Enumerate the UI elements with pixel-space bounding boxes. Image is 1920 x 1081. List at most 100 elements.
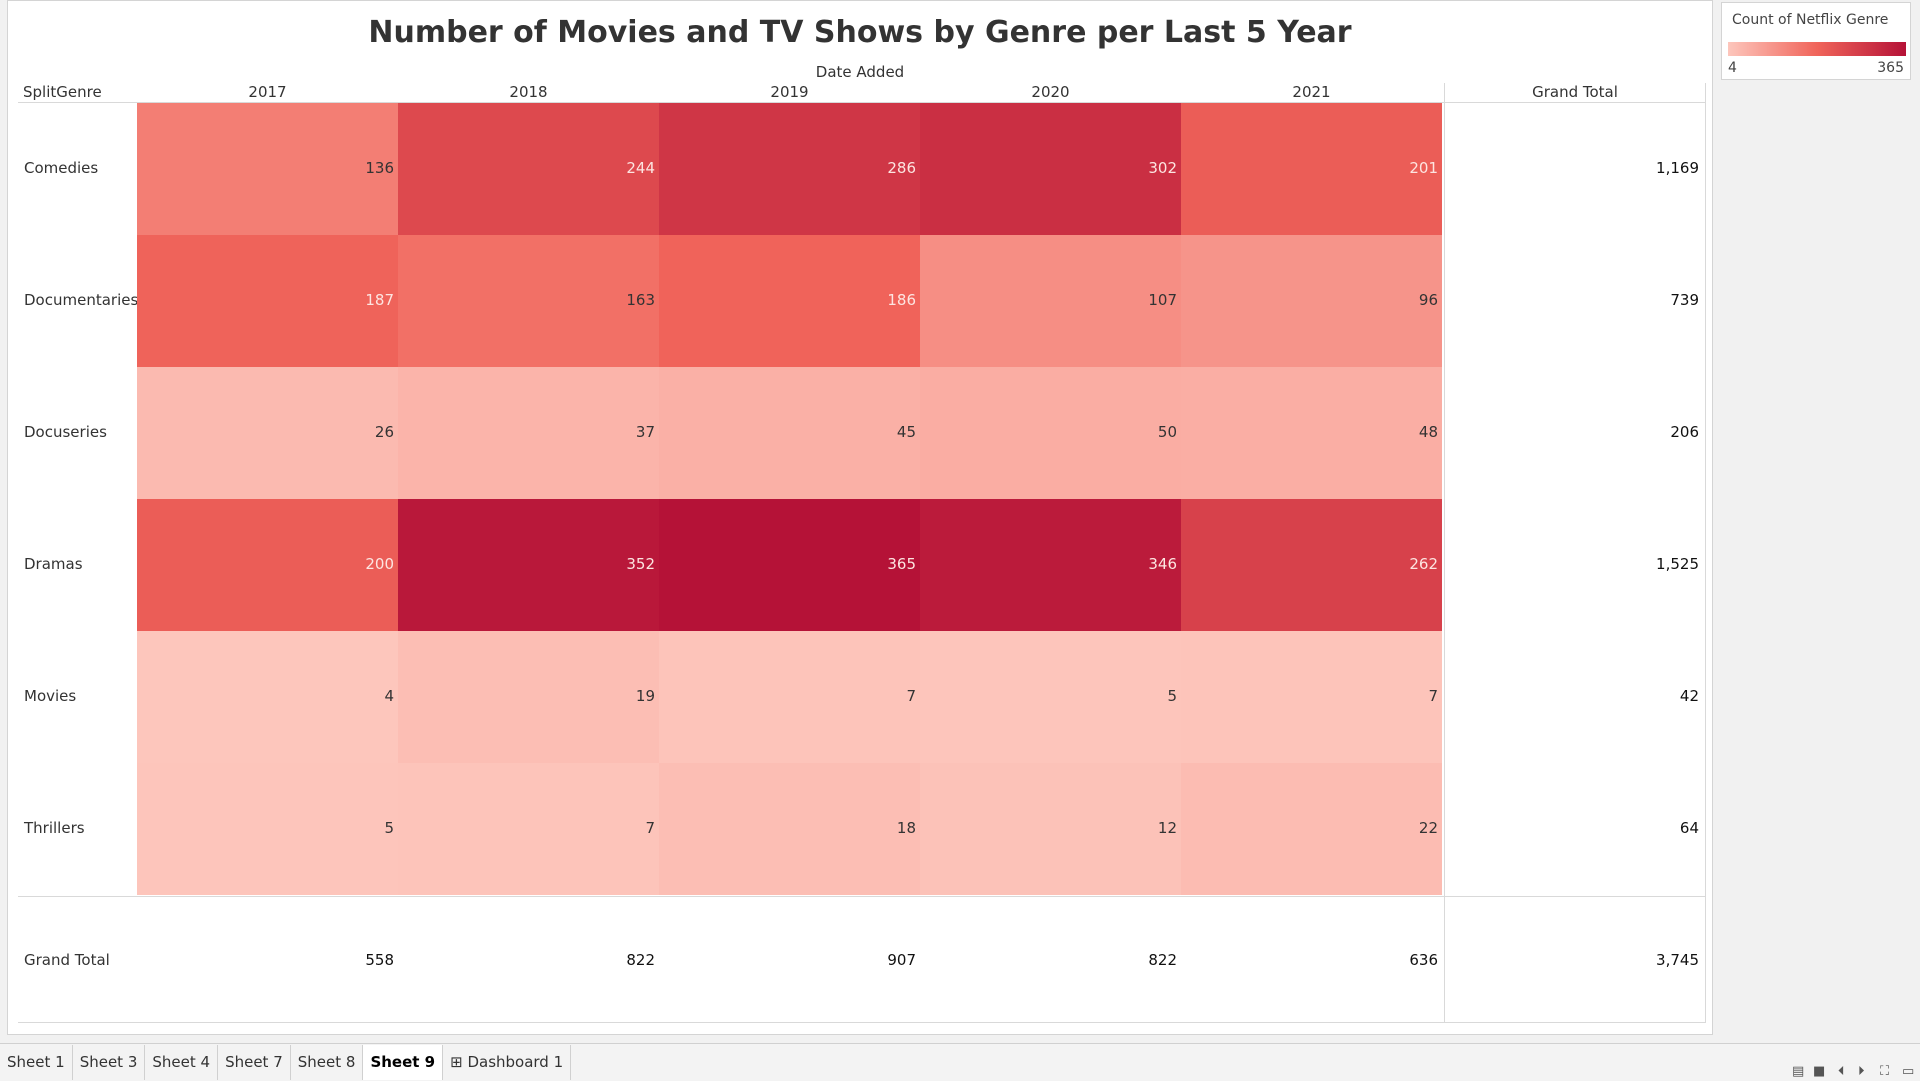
- heatmap-cell[interactable]: 262: [1181, 499, 1442, 631]
- cell-value-label: 302: [1148, 159, 1177, 177]
- row-total: 1,525: [1656, 555, 1699, 573]
- grand-total-row-label: Grand Total: [24, 951, 110, 969]
- legend-min-label: 4: [1728, 60, 1737, 76]
- row-label: Comedies: [24, 159, 99, 177]
- tab-label: Sheet 7: [225, 1053, 283, 1071]
- heatmap-cell[interactable]: 12: [920, 763, 1181, 895]
- row-label: Movies: [24, 687, 77, 705]
- heatmap-cell[interactable]: 352: [398, 499, 659, 631]
- heatmap-cell[interactable]: 45: [659, 367, 920, 499]
- cell-value-label: 4: [384, 687, 394, 705]
- cell-value-label: 7: [906, 687, 916, 705]
- heatmap-cell[interactable]: 19: [398, 631, 659, 763]
- cell-value-label: 262: [1409, 555, 1438, 573]
- cell-value-label: 5: [384, 819, 394, 837]
- column-total: 822: [626, 951, 655, 969]
- heatmap-cell[interactable]: 7: [659, 631, 920, 763]
- tab-label: Sheet 1: [7, 1053, 65, 1071]
- heatmap-cell[interactable]: 200: [137, 499, 398, 631]
- heatmap-cell[interactable]: 7: [398, 763, 659, 895]
- cell-value-label: 45: [896, 423, 916, 441]
- cell-value-label: 107: [1148, 291, 1177, 309]
- cell-value-label: 201: [1409, 159, 1438, 177]
- column-header: 2017: [248, 83, 287, 101]
- prev-sheet-icon[interactable]: ⏴: [1838, 1064, 1845, 1079]
- tab-label: Sheet 3: [79, 1053, 138, 1071]
- tab-label: Sheet 4: [152, 1053, 211, 1071]
- column-header: 2020: [1031, 83, 1070, 101]
- legend-max-label: 365: [1877, 60, 1904, 76]
- legend-title: Count of Netflix Genre: [1732, 12, 1889, 28]
- heatmap-cell[interactable]: 5: [920, 631, 1181, 763]
- column-total: 907: [887, 951, 916, 969]
- row-label: Dramas: [24, 555, 83, 573]
- tab-dashboard-1[interactable]: ⊞ Dashboard 1: [443, 1045, 572, 1080]
- cell-value-label: 7: [645, 819, 655, 837]
- right-border: [1705, 83, 1706, 1023]
- tab-sheet-4[interactable]: Sheet 4: [145, 1045, 219, 1080]
- column-header: 2019: [770, 83, 809, 101]
- cell-value-label: 19: [635, 687, 655, 705]
- cell-value-label: 26: [374, 423, 394, 441]
- row-total: 42: [1679, 687, 1699, 705]
- row-total: 206: [1670, 423, 1699, 441]
- dashboard-grid-icon: ⊞: [450, 1053, 468, 1071]
- tab-label: Sheet 9: [370, 1053, 436, 1071]
- tab-sheet-8[interactable]: Sheet 8: [291, 1045, 364, 1080]
- heatmap-cell[interactable]: 186: [659, 235, 920, 367]
- cell-value-label: 7: [1428, 687, 1438, 705]
- tab-sheet-3[interactable]: Sheet 3: [73, 1045, 146, 1080]
- heatmap-cell[interactable]: 201: [1181, 103, 1442, 235]
- heatmap-cell[interactable]: 365: [659, 499, 920, 631]
- heatmap-cell[interactable]: 136: [137, 103, 398, 235]
- tab-sheet-1[interactable]: Sheet 1: [0, 1045, 73, 1080]
- color-legend[interactable]: Count of Netflix Genre 4 365: [1721, 2, 1911, 80]
- row-label: Documentaries: [24, 291, 139, 309]
- fullscreen-icon[interactable]: ⛶: [1880, 1064, 1890, 1079]
- heatmap-cell[interactable]: 18: [659, 763, 920, 895]
- grand-total-column-header: Grand Total: [1532, 83, 1618, 101]
- heatmap-cell[interactable]: 302: [920, 103, 1181, 235]
- heatmap-cell[interactable]: 5: [137, 763, 398, 895]
- tab-sheet-9[interactable]: Sheet 9: [363, 1045, 444, 1080]
- heatmap-cell[interactable]: 48: [1181, 367, 1442, 499]
- tab-sheet-7[interactable]: Sheet 7: [218, 1045, 291, 1080]
- row-header-label: SplitGenre: [23, 83, 102, 101]
- present-icon[interactable]: ▭: [1902, 1064, 1915, 1079]
- chart-title: Number of Movies and TV Shows by Genre p…: [368, 15, 1352, 50]
- row-total: 1,169: [1656, 159, 1699, 177]
- cell-value-label: 12: [1157, 819, 1177, 837]
- heatmap-cell[interactable]: 286: [659, 103, 920, 235]
- heatmap-cell[interactable]: 4: [137, 631, 398, 763]
- row-label: Docuseries: [24, 423, 107, 441]
- view-list-icon[interactable]: ▤: [1792, 1064, 1805, 1079]
- heatmap-cell[interactable]: 346: [920, 499, 1181, 631]
- next-sheet-icon[interactable]: ⏵: [1858, 1064, 1865, 1079]
- overall-total: 3,745: [1656, 951, 1699, 969]
- heatmap-cell[interactable]: 50: [920, 367, 1181, 499]
- grand-total-row-divider: [18, 896, 1706, 897]
- column-total: 636: [1409, 951, 1438, 969]
- cell-value-label: 50: [1157, 423, 1177, 441]
- heatmap-cell[interactable]: 187: [137, 235, 398, 367]
- heatmap-cell[interactable]: 96: [1181, 235, 1442, 367]
- sheet-tab-bar: Sheet 1 Sheet 3 Sheet 4 Sheet 7 Sheet 8 Sheet…: [0, 1043, 1920, 1081]
- cell-value-label: 22: [1418, 819, 1438, 837]
- cell-value-label: 352: [626, 555, 655, 573]
- view-grid-icon[interactable]: ■: [1813, 1064, 1826, 1079]
- cell-value-label: 200: [365, 555, 394, 573]
- heatmap-cell[interactable]: 37: [398, 367, 659, 499]
- heatmap-cell[interactable]: 163: [398, 235, 659, 367]
- column-total: 822: [1148, 951, 1177, 969]
- heatmap-cell[interactable]: 7: [1181, 631, 1442, 763]
- header-divider: [18, 102, 1706, 103]
- heatmap-cell[interactable]: 107: [920, 235, 1181, 367]
- row-total: 64: [1679, 819, 1699, 837]
- cell-value-label: 365: [887, 555, 916, 573]
- tab-label: Dashboard 1: [467, 1053, 564, 1071]
- heatmap-cell[interactable]: 244: [398, 103, 659, 235]
- heatmap-cell[interactable]: 26: [137, 367, 398, 499]
- cell-value-label: 187: [365, 291, 394, 309]
- column-header: 2021: [1292, 83, 1331, 101]
- heatmap-cell[interactable]: 22: [1181, 763, 1442, 895]
